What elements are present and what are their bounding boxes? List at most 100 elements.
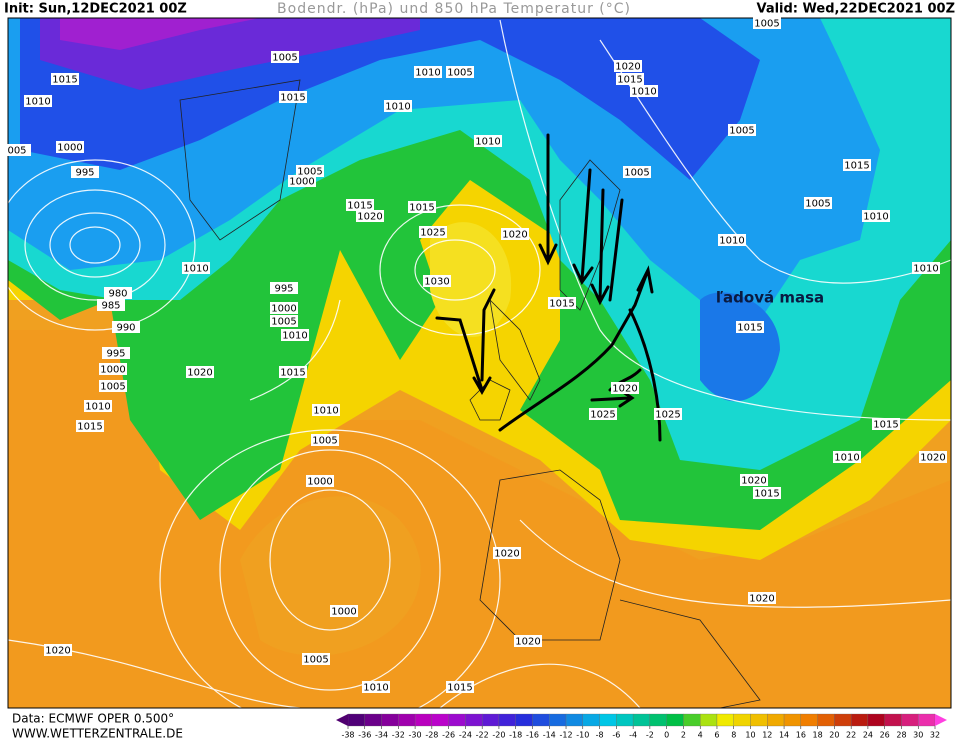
isobar-label-box: [311, 434, 339, 446]
colorbar-swatch: [750, 713, 768, 727]
isobar-label-box: [718, 234, 746, 246]
isobar-label: 995: [274, 284, 293, 295]
isobar-label: 1005: [447, 68, 472, 79]
isobar-label-box: [446, 66, 474, 78]
colorbar-swatch: [767, 713, 785, 727]
isobar-label-box: [362, 681, 390, 693]
colorbar-swatch: [431, 713, 449, 727]
colorbar-label: -26: [442, 731, 455, 740]
isobar-label-box: [753, 17, 781, 29]
isobar-label-box: [872, 418, 900, 430]
colorbar: -38 -36 -34 -32 -30 -28 -26 -24 -22 -20 -18 -16 -14-…: [336, 713, 947, 740]
isobar-label: 980: [108, 289, 127, 300]
colorbar-swatch: [414, 713, 433, 727]
isobar-label: 985: [101, 301, 120, 312]
colorbar-swatch: [398, 713, 416, 727]
colorbar-label: 16: [796, 731, 806, 740]
isobar-label: 1020: [45, 646, 70, 657]
isobar-label-box: [182, 262, 210, 274]
isobar-label-box: [616, 73, 644, 85]
isobar-label: 1020: [741, 476, 766, 487]
colorbar-label: 2: [681, 731, 686, 740]
colorbar-swatch: [448, 713, 466, 727]
isobar-label: 1010: [719, 236, 744, 247]
colorbar-label: -32: [392, 731, 405, 740]
colorbar-label: 32: [930, 731, 940, 740]
isobar-label: 1015: [549, 299, 574, 310]
isobar-label: 1015: [409, 203, 434, 214]
colorbar-high-arrow: [935, 714, 947, 726]
isobar-label: 995: [106, 349, 125, 360]
colorbar-swatch: [683, 713, 701, 727]
init-label: Init: Sun,12DEC2021 00Z: [4, 2, 187, 17]
colorbar-label: -28: [425, 731, 438, 740]
colorbar-label: -20: [492, 731, 505, 740]
isobar-label: 1000: [331, 607, 356, 618]
isobar-label: 1015: [617, 75, 642, 86]
isobar-label-box: [654, 408, 682, 420]
isobar-label-box: [302, 653, 330, 665]
isobar-label-box: [843, 159, 871, 171]
colorbar-label: -30: [409, 731, 422, 740]
isobar-label: 1010: [913, 264, 938, 275]
isobar-label: 1000: [57, 143, 82, 154]
colorbar-swatch: [599, 713, 617, 727]
isobar-label-box: [84, 400, 112, 412]
isobar-label: 1005: [297, 167, 322, 178]
isobar-label: 1020: [515, 637, 540, 648]
isobar-label-box: [419, 226, 447, 238]
isobar-label-box: [3, 144, 31, 156]
colorbar-label: -22: [476, 731, 489, 740]
colorbar-swatch: [616, 713, 634, 727]
isobar-label-box: [356, 210, 384, 222]
isobar-label: 1010: [363, 683, 388, 694]
isobar-label-box: [99, 380, 127, 392]
colorbar-swatch: [700, 713, 718, 727]
isobar-label-box: [71, 166, 99, 178]
temperature-field: [8, 18, 951, 708]
isobar-label: 1005: [754, 19, 779, 30]
isobar-label: 1025: [655, 410, 680, 421]
colorbar-swatch: [565, 713, 583, 727]
isobar-label: 005: [7, 146, 26, 157]
colorbar-swatch: [515, 713, 533, 727]
isobar-label-box: [270, 282, 298, 294]
isobar-label-box: [51, 73, 79, 85]
isobar-label-box: [279, 366, 307, 378]
colorbar-label: -36: [358, 731, 371, 740]
colorbar-swatch: [632, 713, 651, 727]
colorbar-label: 30: [913, 731, 923, 740]
isobar-label-box: [102, 347, 130, 359]
isobar-label-box: [474, 135, 502, 147]
isobar-label: 1000: [307, 477, 332, 488]
colorbar-label: -16: [526, 731, 539, 740]
isobar-label: 1010: [25, 97, 50, 108]
isobar-label: 1010: [313, 406, 338, 417]
colorbar-swatch: [498, 713, 516, 727]
colorbar-label: -4: [629, 731, 637, 740]
isobar-label-box: [748, 592, 776, 604]
colorbar-swatch: [716, 713, 734, 727]
isobar-label-box: [548, 297, 576, 309]
isobar-label-box: [501, 228, 529, 240]
isobar-label-box: [623, 166, 651, 178]
isobar-label-box: [630, 85, 658, 97]
colorbar-label: -2: [646, 731, 654, 740]
isobar-label: 1015: [280, 368, 305, 379]
colorbar-label: 6: [714, 731, 719, 740]
isobar-label: 990: [116, 323, 135, 334]
isobar-label: 1015: [754, 489, 779, 500]
isobar-label-box: [44, 644, 72, 656]
flow-arrows: [435, 133, 662, 442]
isobar-label-box: [97, 299, 125, 311]
isobar-label-box: [614, 60, 642, 72]
isobar-label: 1005: [805, 199, 830, 210]
isobar-label: 1010: [863, 212, 888, 223]
map-frame: [7, 17, 952, 709]
colorbar-label: -14: [543, 731, 556, 740]
isobar-label: 1020: [494, 549, 519, 560]
colorbar-label: 8: [731, 731, 736, 740]
colorbar-label: 14: [779, 731, 789, 740]
isobar-label-box: [296, 165, 324, 177]
